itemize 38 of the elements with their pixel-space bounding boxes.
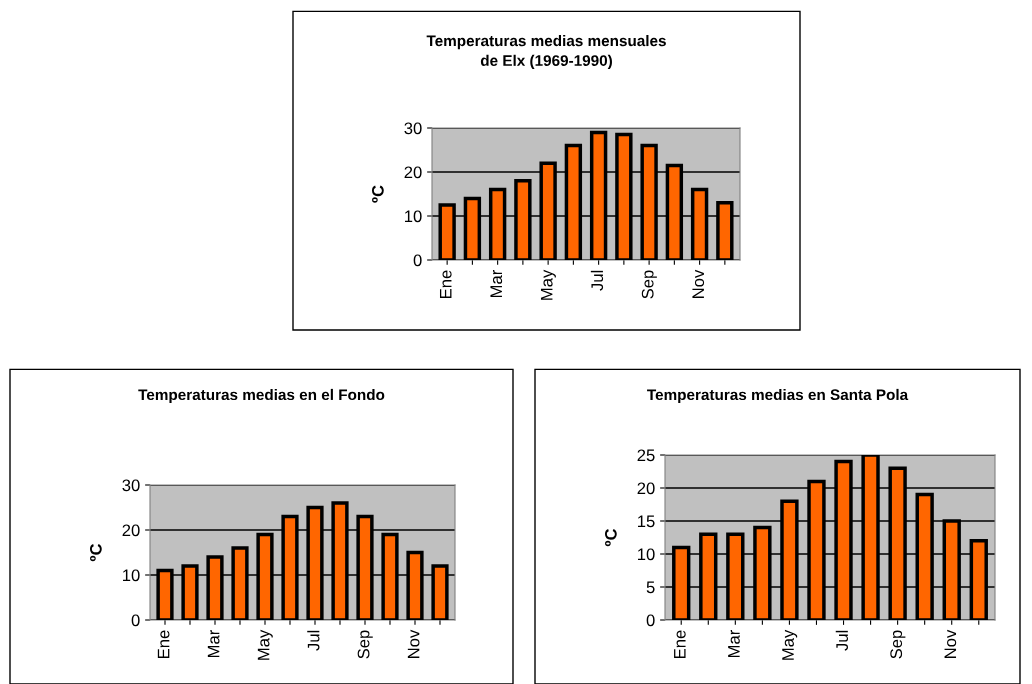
x-tick-label: Nov [692, 269, 705, 298]
x-tick-label: Mar [490, 270, 503, 298]
x-tick-label: Mar [207, 630, 220, 658]
y-tick-label: 0 [413, 254, 422, 267]
y-tick-label: 30 [404, 122, 422, 135]
x-tick-label: Jul [835, 630, 848, 651]
x-tick-label: Sep [357, 630, 373, 659]
y-axis-title: ºC [371, 185, 384, 203]
chart-title: Temperaturas medias en Santa Pola [647, 388, 909, 404]
x-tick-label: Ene [157, 630, 170, 659]
x-tick-label: Jul [307, 630, 320, 651]
y-tick-label: 15 [638, 515, 655, 528]
y-axis-title: ºC [604, 528, 617, 547]
x-tick-label: May [782, 629, 798, 660]
y-axis-title: ºC [89, 543, 102, 562]
y-tick-label: 30 [122, 479, 140, 492]
chart-title: Temperaturas medias en el Fondo [138, 388, 385, 404]
x-tick-label: Ene [439, 270, 452, 299]
x-tick-label: May [540, 269, 556, 300]
y-tick-label: 10 [638, 548, 655, 561]
x-tick-label: Mar [728, 630, 740, 658]
x-tick-label: Nov [407, 629, 420, 658]
chart-title: Temperaturas medias mensuales de Elx (1969-1990) [426, 34, 666, 70]
y-tick-label: 20 [404, 166, 422, 179]
x-tick-label: May [257, 629, 273, 660]
y-tick-label: 5 [646, 581, 655, 594]
x-tick-label: Nov [944, 629, 957, 658]
y-tick-label: 10 [405, 210, 422, 223]
y-tick-label: 25 [637, 449, 655, 462]
x-tick-label: Jul [590, 270, 604, 291]
x-tick-label: Sep [641, 270, 657, 299]
y-tick-label: 0 [131, 614, 140, 627]
y-tick-label: 10 [123, 569, 140, 582]
y-tick-label: 0 [646, 614, 655, 627]
y-tick-label: 20 [637, 482, 655, 495]
x-tick-label: Ene [674, 630, 686, 659]
x-tick-label: Sep [890, 630, 906, 659]
y-tick-label: 20 [122, 524, 140, 537]
